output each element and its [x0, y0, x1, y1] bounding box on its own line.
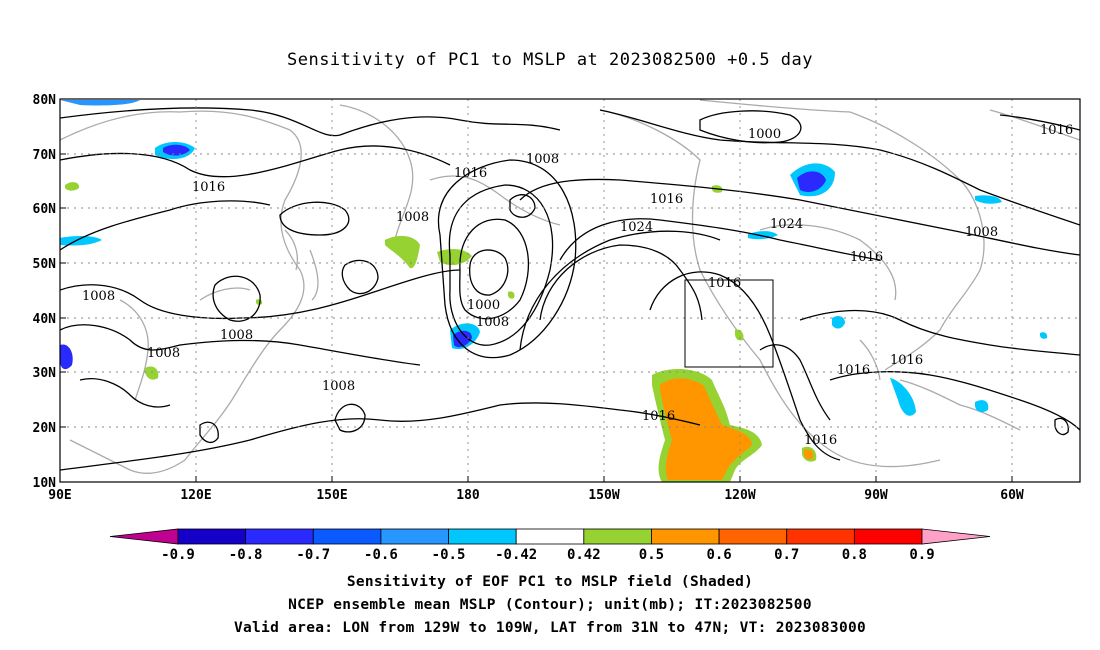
longitude-labels: 90E 120E 150E 180 150W 120W 90W 60W	[48, 488, 1024, 503]
colorbar-box	[718, 528, 788, 545]
colorbar-label: 0.5	[639, 547, 664, 563]
colorbar-box	[583, 528, 652, 545]
colorbar-box	[380, 528, 449, 545]
latitude-labels: 80N 70N 60N 50N 40N 30N 20N 10N	[33, 93, 57, 491]
shade-negative	[60, 100, 140, 106]
shade-negative	[453, 330, 472, 348]
colorbar-label: -0.7	[296, 547, 330, 563]
map-gridlines	[60, 99, 1080, 482]
caption-contour: NCEP ensemble mean MSLP (Contour); unit(…	[288, 597, 812, 613]
contour-label: 1016	[890, 353, 923, 368]
lat-label: 60N	[33, 202, 57, 217]
shade-positive	[735, 329, 744, 341]
plot-frame	[59, 98, 1081, 483]
lon-label: 150E	[316, 488, 347, 503]
shade-negative	[60, 344, 73, 370]
colorbar-high-triangle	[921, 528, 991, 545]
colorbar-label: 0.6	[706, 547, 731, 563]
lon-label: 90E	[48, 488, 71, 503]
shade-positive	[437, 248, 472, 266]
contour-label: 1008	[396, 210, 429, 225]
colorbar-label: -0.6	[364, 547, 398, 563]
contour-label: 1024	[770, 217, 803, 232]
lon-label: 180	[456, 488, 480, 503]
lon-label: 120E	[180, 488, 211, 503]
contour-label: 1016	[454, 166, 487, 181]
lat-label: 20N	[33, 421, 57, 436]
shade-negative	[60, 235, 102, 246]
lon-label: 90W	[864, 488, 888, 503]
lon-label: 60W	[1000, 488, 1024, 503]
lat-label: 10N	[33, 476, 57, 491]
colorbar-box	[515, 528, 585, 545]
colorbar-box	[651, 528, 720, 545]
colorbar: -0.9 -0.8 -0.7 -0.6 -0.5 -0.42 0.42 0.5 0.6 0.7 0.…	[109, 528, 991, 563]
contour-label: 1016	[642, 409, 675, 424]
contour-label: 1008	[322, 379, 355, 394]
colorbar-box	[448, 528, 517, 545]
lat-label: 80N	[33, 93, 57, 108]
contour-label: 1016	[837, 363, 870, 378]
shade-negative	[975, 400, 989, 413]
colorbar-label: -0.5	[432, 547, 466, 563]
colorbar-label: -0.9	[161, 547, 195, 563]
contour-label: 1016	[1040, 123, 1073, 138]
colorbar-label: -0.8	[229, 547, 263, 563]
contour-label: 1008	[526, 152, 559, 167]
contour-label: 1016	[804, 433, 837, 448]
coastlines	[60, 99, 1080, 474]
shade-negative	[890, 378, 916, 416]
colorbar-box	[786, 528, 855, 545]
shade-positive	[385, 235, 420, 269]
shade-positive	[508, 291, 515, 299]
lon-label: 120W	[724, 488, 755, 503]
contour-label: 1000	[748, 127, 781, 142]
chart-title: Sensitivity of PC1 to MSLP at 2023082500…	[286, 50, 813, 70]
shade-negative	[1040, 332, 1048, 339]
shade-positive	[804, 449, 814, 460]
contour-label-group: 1000 1016 1008 1016 1016 1016 1008 1024 …	[82, 123, 1073, 448]
colorbar-box	[245, 528, 314, 545]
contour-label: 1008	[965, 225, 998, 240]
shade-negative	[975, 195, 1002, 204]
colorbar-label: 0.9	[909, 547, 934, 563]
contour-label: 1008	[476, 315, 509, 330]
colorbar-box	[312, 528, 382, 545]
valid-area-box	[684, 279, 774, 368]
contour-label: 1016	[708, 276, 741, 291]
lon-label: 150W	[588, 488, 619, 503]
colorbar-label: -0.42	[495, 547, 537, 563]
contour-label: 1008	[220, 328, 253, 343]
contour-label: 1016	[650, 192, 683, 207]
shade-positive	[65, 182, 80, 191]
lat-label: 70N	[33, 148, 57, 163]
colorbar-label: 0.7	[774, 547, 799, 563]
colorbar-low-triangle	[109, 528, 179, 545]
colorbar-box	[177, 528, 247, 545]
mslp-contours	[60, 107, 1080, 471]
shade-negative	[832, 315, 845, 329]
contour-label: 1008	[82, 289, 115, 304]
shade-positive	[660, 378, 752, 480]
contour-label: 1016	[850, 250, 883, 265]
shade-negative	[163, 144, 190, 156]
colorbar-label: 0.8	[842, 547, 867, 563]
colorbar-label: 0.42	[567, 547, 601, 563]
sensitivity-shading	[60, 100, 1048, 482]
lat-label: 40N	[33, 312, 57, 327]
colorbar-box	[853, 528, 923, 545]
shade-positive	[145, 366, 159, 380]
caption-valid-area: Valid area: LON from 129W to 109W, LAT f…	[233, 620, 867, 636]
contour-label: 1000	[467, 298, 500, 313]
axis-ticks	[60, 153, 1013, 482]
map-plot-area: 1000 1016 1008 1016 1016 1016 1008 1024 …	[59, 98, 1081, 483]
shade-negative	[797, 171, 826, 192]
contour-label: 1024	[620, 220, 653, 235]
caption-shading: Sensitivity of EOF PC1 to MSLP field (Sh…	[346, 574, 754, 590]
contour-label: 1016	[192, 180, 225, 195]
lat-label: 30N	[33, 366, 57, 381]
lat-label: 50N	[33, 257, 57, 272]
contour-label: 1008	[147, 346, 180, 361]
